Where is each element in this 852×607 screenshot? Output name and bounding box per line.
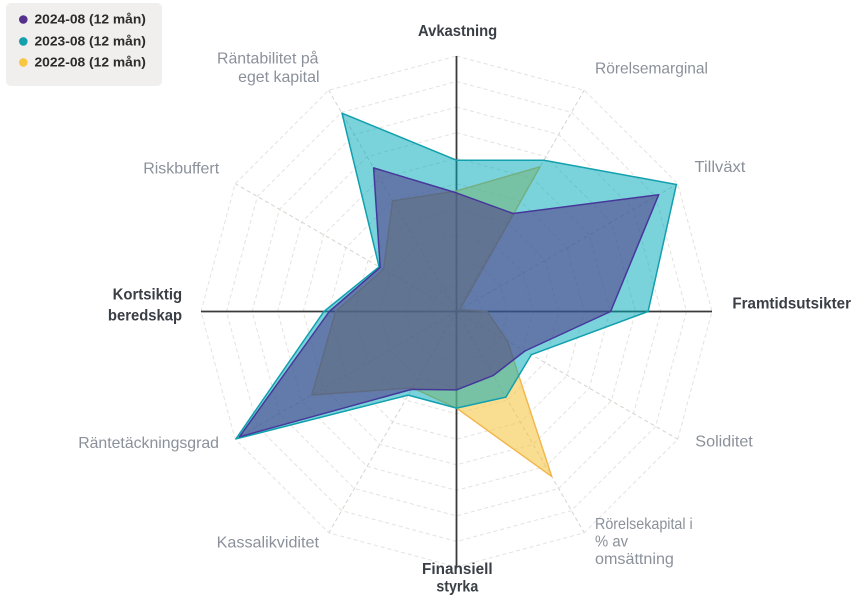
svg-text:Avkastning: Avkastning — [418, 23, 497, 40]
svg-text:omsättning: omsättning — [595, 551, 674, 568]
svg-text:Riskbuffert: Riskbuffert — [143, 161, 220, 178]
svg-text:Räntabilitet på: Räntabilitet på — [217, 50, 319, 68]
svg-text:Kassalikviditet: Kassalikviditet — [217, 535, 320, 552]
svg-text:% av: % av — [595, 534, 628, 551]
svg-text:Rörelsemarginal: Rörelsemarginal — [595, 61, 708, 78]
svg-text:styrka: styrka — [436, 579, 478, 596]
svg-text:Soliditet: Soliditet — [695, 434, 753, 451]
svg-text:2023-08 (12 mån): 2023-08 (12 mån) — [35, 35, 146, 49]
svg-text:Rörelsekapital i: Rörelsekapital i — [595, 516, 693, 533]
svg-text:Räntetäckningsgrad: Räntetäckningsgrad — [78, 435, 219, 452]
svg-text:2022-08 (12 mån): 2022-08 (12 mån) — [35, 56, 146, 70]
svg-text:Tillväxt: Tillväxt — [695, 159, 746, 176]
svg-text:2024-08 (12 mån): 2024-08 (12 mån) — [35, 13, 146, 27]
svg-text:Kortsiktig: Kortsiktig — [113, 287, 183, 304]
svg-text:Framtidsutsikter: Framtidsutsikter — [732, 296, 851, 313]
svg-text:beredskap: beredskap — [108, 308, 182, 325]
svg-text:Finansiell: Finansiell — [422, 561, 493, 578]
svg-text:eget kapital: eget kapital — [238, 69, 319, 86]
